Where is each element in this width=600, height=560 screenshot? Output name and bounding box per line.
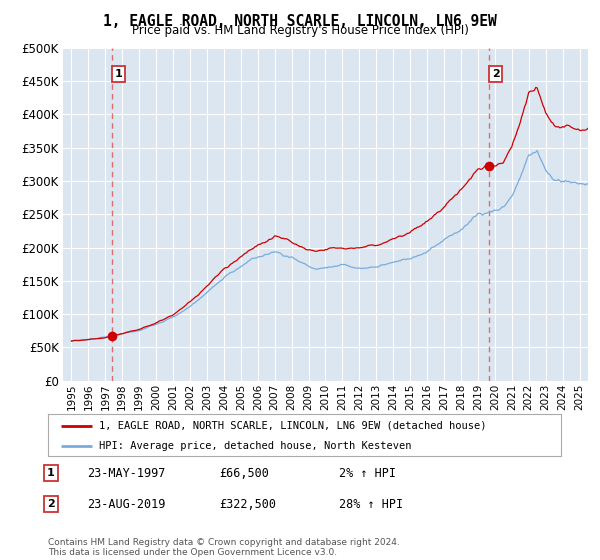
Text: Price paid vs. HM Land Registry's House Price Index (HPI): Price paid vs. HM Land Registry's House …: [131, 24, 469, 37]
Text: £66,500: £66,500: [219, 466, 269, 480]
Text: 2: 2: [47, 499, 55, 509]
Text: 2: 2: [491, 69, 499, 80]
Text: HPI: Average price, detached house, North Kesteven: HPI: Average price, detached house, Nort…: [100, 441, 412, 451]
Text: 28% ↑ HPI: 28% ↑ HPI: [339, 497, 403, 511]
Text: 1, EAGLE ROAD, NORTH SCARLE, LINCOLN, LN6 9EW (detached house): 1, EAGLE ROAD, NORTH SCARLE, LINCOLN, LN…: [100, 421, 487, 431]
Text: £322,500: £322,500: [219, 497, 276, 511]
Text: 1: 1: [115, 69, 122, 80]
Text: 23-AUG-2019: 23-AUG-2019: [87, 497, 166, 511]
Text: 1: 1: [47, 468, 55, 478]
Text: 23-MAY-1997: 23-MAY-1997: [87, 466, 166, 480]
Text: 2% ↑ HPI: 2% ↑ HPI: [339, 466, 396, 480]
Text: 1, EAGLE ROAD, NORTH SCARLE, LINCOLN, LN6 9EW: 1, EAGLE ROAD, NORTH SCARLE, LINCOLN, LN…: [103, 14, 497, 29]
Text: Contains HM Land Registry data © Crown copyright and database right 2024.
This d: Contains HM Land Registry data © Crown c…: [48, 538, 400, 557]
